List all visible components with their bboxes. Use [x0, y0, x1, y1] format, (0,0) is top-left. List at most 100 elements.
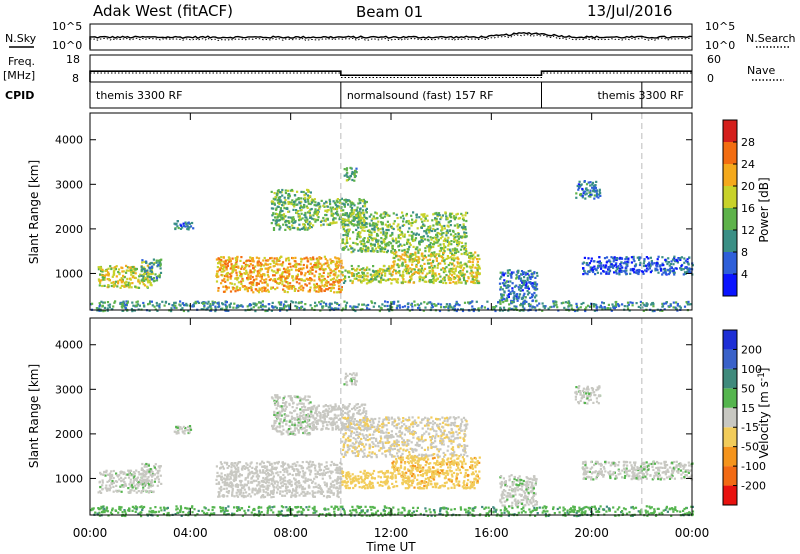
scatter-point	[108, 479, 111, 483]
scatter-point	[529, 276, 532, 279]
scatter-point	[141, 261, 144, 264]
scatter-point	[464, 228, 467, 231]
scatter-point	[330, 208, 333, 211]
scatter-point	[291, 219, 294, 222]
scatter-point	[91, 302, 94, 305]
scatter-point	[290, 480, 293, 483]
scatter-point	[288, 270, 291, 273]
scatter-point	[617, 264, 620, 268]
scatter-point	[175, 306, 178, 309]
scatter-point	[431, 267, 434, 270]
scatter-point	[333, 291, 336, 294]
scatter-point	[381, 216, 384, 219]
scatter-point	[151, 266, 154, 269]
scatter-point	[137, 490, 140, 493]
scatter-point	[243, 488, 246, 491]
scatter-point	[562, 301, 565, 304]
scatter-point	[526, 278, 529, 281]
scatter-point	[300, 200, 303, 203]
scatter-point	[312, 218, 315, 221]
scatter-point	[427, 301, 430, 304]
scatter-point	[421, 220, 424, 223]
scatter-point	[333, 208, 336, 211]
scatter-point	[576, 309, 579, 312]
scatter-point	[365, 268, 368, 271]
scatter-point	[279, 492, 282, 495]
scatter-point	[356, 237, 359, 241]
scatter-point	[433, 255, 437, 258]
scatter-point	[457, 237, 460, 240]
scatter-point	[439, 262, 442, 265]
scatter-point	[377, 273, 381, 276]
scatter-point	[518, 275, 521, 278]
scatter-point	[348, 213, 351, 216]
scatter-point	[321, 278, 324, 281]
scatter-point	[372, 250, 375, 253]
scatter-point	[475, 271, 478, 274]
scatter-point	[146, 273, 149, 276]
scatter-point	[127, 282, 130, 286]
scatter-point	[366, 272, 369, 275]
scatter-point	[362, 272, 365, 275]
scatter-point	[446, 240, 450, 244]
scatter-point	[381, 223, 384, 226]
scatter-point	[469, 260, 472, 263]
scatter-point	[447, 306, 450, 309]
scatter-point	[309, 266, 312, 270]
scatter-point	[266, 488, 269, 491]
scatter-point	[330, 302, 333, 305]
scatter-point	[418, 248, 421, 251]
scatter-point	[363, 200, 367, 203]
scatter-point	[294, 263, 297, 266]
scatter-point	[370, 244, 373, 247]
scatter-point	[401, 261, 404, 264]
scatter-point	[463, 263, 466, 266]
scatter-point	[286, 469, 289, 472]
scatter-point	[312, 199, 315, 202]
scatter-point	[226, 461, 229, 464]
scatter-point	[346, 241, 349, 244]
scatter-point	[157, 465, 160, 468]
scatter-point	[589, 184, 592, 187]
scatter-point	[269, 263, 272, 266]
scatter-point	[225, 309, 228, 312]
scatter-point	[323, 219, 326, 222]
scatter-point	[277, 196, 280, 199]
scatter-point	[141, 473, 144, 476]
scatter-point	[263, 287, 267, 290]
scatter-point	[143, 465, 146, 468]
scatter-point	[685, 301, 688, 304]
scatter-point	[666, 262, 669, 266]
scatter-point	[620, 257, 623, 260]
scatter-point	[153, 465, 156, 468]
scatter-point	[334, 271, 337, 274]
scatter-point	[654, 267, 657, 270]
scatter-point	[410, 278, 413, 281]
scatter-point	[470, 252, 473, 255]
scatter-point	[130, 269, 133, 272]
cpid-segment-label: normalsound (fast) 157 RF	[347, 89, 494, 102]
scatter-point	[598, 256, 601, 259]
scatter-point	[314, 301, 317, 304]
scatter-point	[219, 461, 222, 464]
scatter-point	[400, 244, 403, 247]
scatter-point	[259, 471, 262, 474]
scatter-point	[584, 190, 587, 193]
scatter-point	[379, 231, 382, 234]
scatter-point	[597, 193, 601, 196]
scatter-point	[340, 209, 343, 212]
scatter-point	[477, 309, 480, 312]
scatter-point	[110, 284, 113, 288]
scatter-point	[132, 473, 135, 476]
scatter-point	[266, 288, 269, 291]
scatter-point	[450, 243, 453, 246]
scatter-point	[223, 277, 226, 280]
scatter-point	[404, 280, 407, 283]
scatter-point	[454, 303, 457, 306]
beam-title: Beam 01	[356, 3, 423, 21]
scatter-point	[431, 219, 434, 222]
scatter-point	[222, 290, 226, 293]
scatter-point	[240, 267, 243, 270]
scatter-point	[420, 213, 423, 216]
scatter-point	[118, 278, 122, 281]
